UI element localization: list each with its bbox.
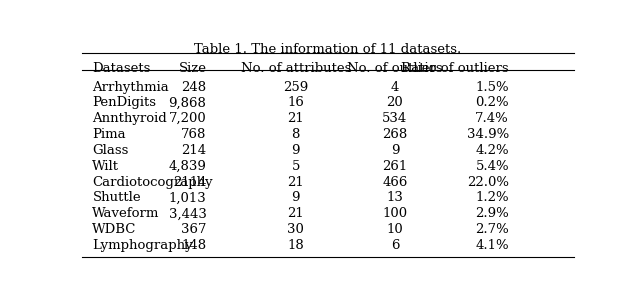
Text: 0.2%: 0.2% (476, 96, 509, 109)
Text: 10: 10 (387, 223, 403, 236)
Text: 16: 16 (287, 96, 304, 109)
Text: No. of outliers: No. of outliers (347, 62, 443, 76)
Text: WDBC: WDBC (92, 223, 137, 236)
Text: 261: 261 (382, 160, 408, 173)
Text: Cardiotocography: Cardiotocography (92, 176, 213, 189)
Text: 9: 9 (291, 191, 300, 205)
Text: 534: 534 (382, 112, 408, 125)
Text: 268: 268 (382, 128, 408, 141)
Text: Lymphography: Lymphography (92, 239, 193, 252)
Text: 18: 18 (287, 239, 304, 252)
Text: 4: 4 (391, 81, 399, 93)
Text: Shuttle: Shuttle (92, 191, 141, 205)
Text: 466: 466 (382, 176, 408, 189)
Text: Datasets: Datasets (92, 62, 151, 76)
Text: 9,868: 9,868 (168, 96, 207, 109)
Text: Glass: Glass (92, 144, 129, 157)
Text: 100: 100 (382, 207, 408, 220)
Text: 1.2%: 1.2% (476, 191, 509, 205)
Text: Waveform: Waveform (92, 207, 160, 220)
Text: 1,013: 1,013 (169, 191, 207, 205)
Text: 34.9%: 34.9% (467, 128, 509, 141)
Text: 367: 367 (181, 223, 207, 236)
Text: 4.2%: 4.2% (476, 144, 509, 157)
Text: 1.5%: 1.5% (476, 81, 509, 93)
Text: 768: 768 (181, 128, 207, 141)
Text: 5: 5 (292, 160, 300, 173)
Text: 30: 30 (287, 223, 304, 236)
Text: 5.4%: 5.4% (476, 160, 509, 173)
Text: 4,839: 4,839 (168, 160, 207, 173)
Text: 21: 21 (287, 207, 304, 220)
Text: 259: 259 (283, 81, 308, 93)
Text: Arrhythmia: Arrhythmia (92, 81, 169, 93)
Text: 21: 21 (287, 176, 304, 189)
Text: 7.4%: 7.4% (476, 112, 509, 125)
Text: PenDigits: PenDigits (92, 96, 156, 109)
Text: Ratio of outliers: Ratio of outliers (401, 62, 509, 76)
Text: 20: 20 (387, 96, 403, 109)
Text: 8: 8 (292, 128, 300, 141)
Text: 2114: 2114 (173, 176, 207, 189)
Text: 214: 214 (181, 144, 207, 157)
Text: 2.9%: 2.9% (476, 207, 509, 220)
Text: No. of attributes: No. of attributes (241, 62, 351, 76)
Text: 6: 6 (390, 239, 399, 252)
Text: 13: 13 (387, 191, 403, 205)
Text: 248: 248 (181, 81, 207, 93)
Text: 21: 21 (287, 112, 304, 125)
Text: Pima: Pima (92, 128, 126, 141)
Text: 9: 9 (390, 144, 399, 157)
Text: 22.0%: 22.0% (467, 176, 509, 189)
Text: Annthyroid: Annthyroid (92, 112, 167, 125)
Text: 2.7%: 2.7% (476, 223, 509, 236)
Text: 3,443: 3,443 (168, 207, 207, 220)
Text: 9: 9 (291, 144, 300, 157)
Text: 148: 148 (181, 239, 207, 252)
Text: 4.1%: 4.1% (476, 239, 509, 252)
Text: 7,200: 7,200 (169, 112, 207, 125)
Text: Size: Size (179, 62, 207, 76)
Text: Table 1. The information of 11 datasets.: Table 1. The information of 11 datasets. (195, 43, 461, 56)
Text: Wilt: Wilt (92, 160, 120, 173)
